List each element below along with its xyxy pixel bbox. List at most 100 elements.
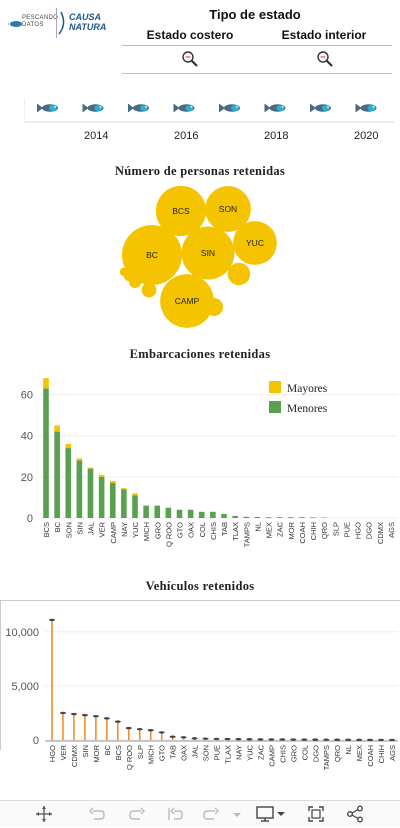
lollipop-head-SON[interactable] (203, 738, 209, 740)
lollipop-head-AGS[interactable] (389, 739, 395, 741)
search-coastal-button[interactable] (181, 50, 199, 68)
x-tick-label: MEX (355, 745, 364, 761)
bar-menores-GRO[interactable] (154, 506, 160, 518)
bar-menores-BC[interactable] (54, 432, 60, 518)
bar-menores-CHIH[interactable] (310, 517, 316, 518)
bar-menores-NL[interactable] (255, 517, 261, 518)
bar-menores-VER[interactable] (99, 477, 105, 518)
bar-menores-Q ROO[interactable] (166, 508, 172, 518)
bar-menores-MICH[interactable] (143, 506, 149, 518)
lollipop-head-BC[interactable] (104, 717, 110, 719)
bar-menores-TAB[interactable] (221, 514, 227, 518)
fish-marker-icon[interactable] (310, 104, 331, 113)
y-tick-label: 5,000 (11, 681, 39, 693)
fish-marker-icon[interactable] (356, 104, 377, 113)
bubble-small-7[interactable] (205, 298, 223, 316)
lollipop-head-COAH[interactable] (367, 739, 373, 741)
bubble-small-11[interactable] (120, 268, 128, 276)
undo-icon (88, 805, 106, 823)
bar-menores-SON[interactable] (65, 448, 71, 518)
bar-mayores-SON[interactable] (65, 444, 71, 448)
lollipop-head-TAB[interactable] (170, 736, 176, 738)
bar-menores-BCS[interactable] (43, 388, 49, 518)
lollipop-head-VER[interactable] (60, 712, 66, 714)
lollipop-head-OAX[interactable] (181, 736, 187, 738)
lollipop-head-JAL[interactable] (192, 737, 198, 739)
bar-menores-TLAX[interactable] (232, 516, 238, 518)
lollipop-head-MICH[interactable] (148, 729, 154, 731)
revert-button[interactable] (166, 805, 184, 823)
bar-menores-GTO[interactable] (177, 510, 183, 518)
lollipop-head-CHIS[interactable] (279, 738, 285, 740)
fish-marker-icon[interactable] (174, 104, 195, 113)
fish-marker-icon[interactable] (219, 104, 240, 113)
forward-button[interactable] (202, 805, 220, 823)
lollipop-head-NL[interactable] (345, 739, 351, 741)
bar-menores-COAH[interactable] (299, 517, 305, 518)
lollipop-head-ZAC[interactable] (257, 738, 263, 740)
bar-mayores-NAY[interactable] (121, 488, 127, 489)
redo-button[interactable] (128, 805, 146, 823)
year-label-2020[interactable]: 2020 (354, 130, 378, 142)
bar-menores-SIN[interactable] (77, 460, 83, 518)
year-label-2014[interactable]: 2014 (84, 130, 108, 142)
bar-menores-TAMPS[interactable] (243, 517, 249, 518)
fullscreen-button[interactable] (307, 805, 325, 823)
lollipop-head-BCS[interactable] (115, 720, 121, 722)
lollipop-head-YUC[interactable] (246, 738, 252, 740)
bar-mayores-YUC[interactable] (132, 493, 138, 495)
lollipop-head-MOR[interactable] (93, 715, 99, 717)
lollipop-head-Q ROO[interactable] (126, 727, 132, 729)
bar-menores-JAL[interactable] (88, 469, 94, 518)
toolbar (0, 800, 400, 827)
lollipop-head-TLAX[interactable] (225, 738, 231, 740)
lollipop-head-SIN[interactable] (82, 714, 88, 716)
lollipop-head-DGO[interactable] (312, 738, 318, 740)
bar-menores-CAMP[interactable] (110, 483, 116, 518)
fullscreen-icon (307, 805, 325, 823)
lollipop-head-NAY[interactable] (235, 738, 241, 740)
pan-button[interactable] (35, 805, 53, 823)
fish-marker-icon[interactable] (128, 104, 149, 113)
lollipop-head-CHIH[interactable] (378, 739, 384, 741)
bar-mayores-SIN[interactable] (77, 458, 83, 460)
bubble-small-6[interactable] (228, 263, 250, 285)
bar-menores-MOR[interactable] (288, 517, 294, 518)
lollipop-head-MEX[interactable] (356, 739, 362, 741)
lollipop-head-HGO[interactable] (49, 619, 55, 621)
bar-menores-MEX[interactable] (266, 517, 272, 518)
header: PESCANDO DATOS CAUSA NATURA Tipo de esta… (0, 0, 400, 95)
share-device-button[interactable] (256, 805, 286, 823)
bar-mayores-BC[interactable] (54, 425, 60, 431)
forward-dropdown[interactable] (228, 805, 240, 823)
undo-button[interactable] (88, 805, 106, 823)
lollipop-head-COL[interactable] (301, 738, 307, 740)
lollipop-head-QRO[interactable] (334, 739, 340, 741)
bar-mayores-VER[interactable] (99, 475, 105, 477)
lollipop-head-CAMP[interactable] (268, 738, 274, 740)
bar-menores-YUC[interactable] (132, 495, 138, 518)
lollipop-head-SLP[interactable] (137, 728, 143, 730)
bar-menores-CHIS[interactable] (210, 512, 216, 518)
lollipop-head-PUE[interactable] (214, 738, 220, 740)
lollipop-head-CDMX[interactable] (71, 713, 77, 715)
bar-menores-COL[interactable] (199, 512, 205, 518)
bar-mayores-BCS[interactable] (43, 378, 49, 388)
year-timeline[interactable]: 2014 2016 2018 2020 (24, 96, 394, 148)
bar-menores-NAY[interactable] (121, 489, 127, 518)
search-interior-button[interactable] (316, 50, 334, 68)
fish-marker-icon[interactable] (83, 104, 104, 113)
share-button[interactable] (346, 805, 364, 823)
bar-menores-OAX[interactable] (188, 510, 194, 518)
fish-marker-icon[interactable] (265, 104, 286, 113)
year-label-2018[interactable]: 2018 (264, 130, 288, 142)
bar-mayores-CAMP[interactable] (110, 481, 116, 483)
fish-marker-icon[interactable] (37, 104, 58, 113)
lollipop-head-GTO[interactable] (159, 731, 165, 733)
lollipop-head-TAMPS[interactable] (323, 738, 329, 740)
lollipop-head-GRO[interactable] (290, 738, 296, 740)
bar-menores-ZAC[interactable] (277, 517, 283, 518)
year-label-2016[interactable]: 2016 (174, 130, 198, 142)
bar-mayores-JAL[interactable] (88, 468, 94, 469)
bubble-small-8[interactable] (142, 283, 157, 298)
